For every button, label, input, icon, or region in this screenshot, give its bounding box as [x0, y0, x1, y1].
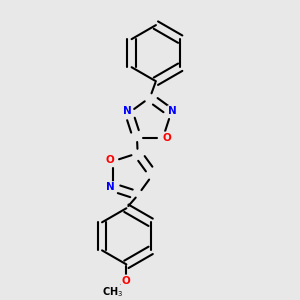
Text: O: O — [106, 155, 114, 165]
Text: N: N — [168, 106, 177, 116]
Text: O: O — [122, 276, 131, 286]
Text: O: O — [162, 133, 171, 142]
Text: CH$_3$: CH$_3$ — [103, 286, 124, 299]
Text: N: N — [123, 106, 132, 116]
Text: N: N — [106, 182, 114, 192]
